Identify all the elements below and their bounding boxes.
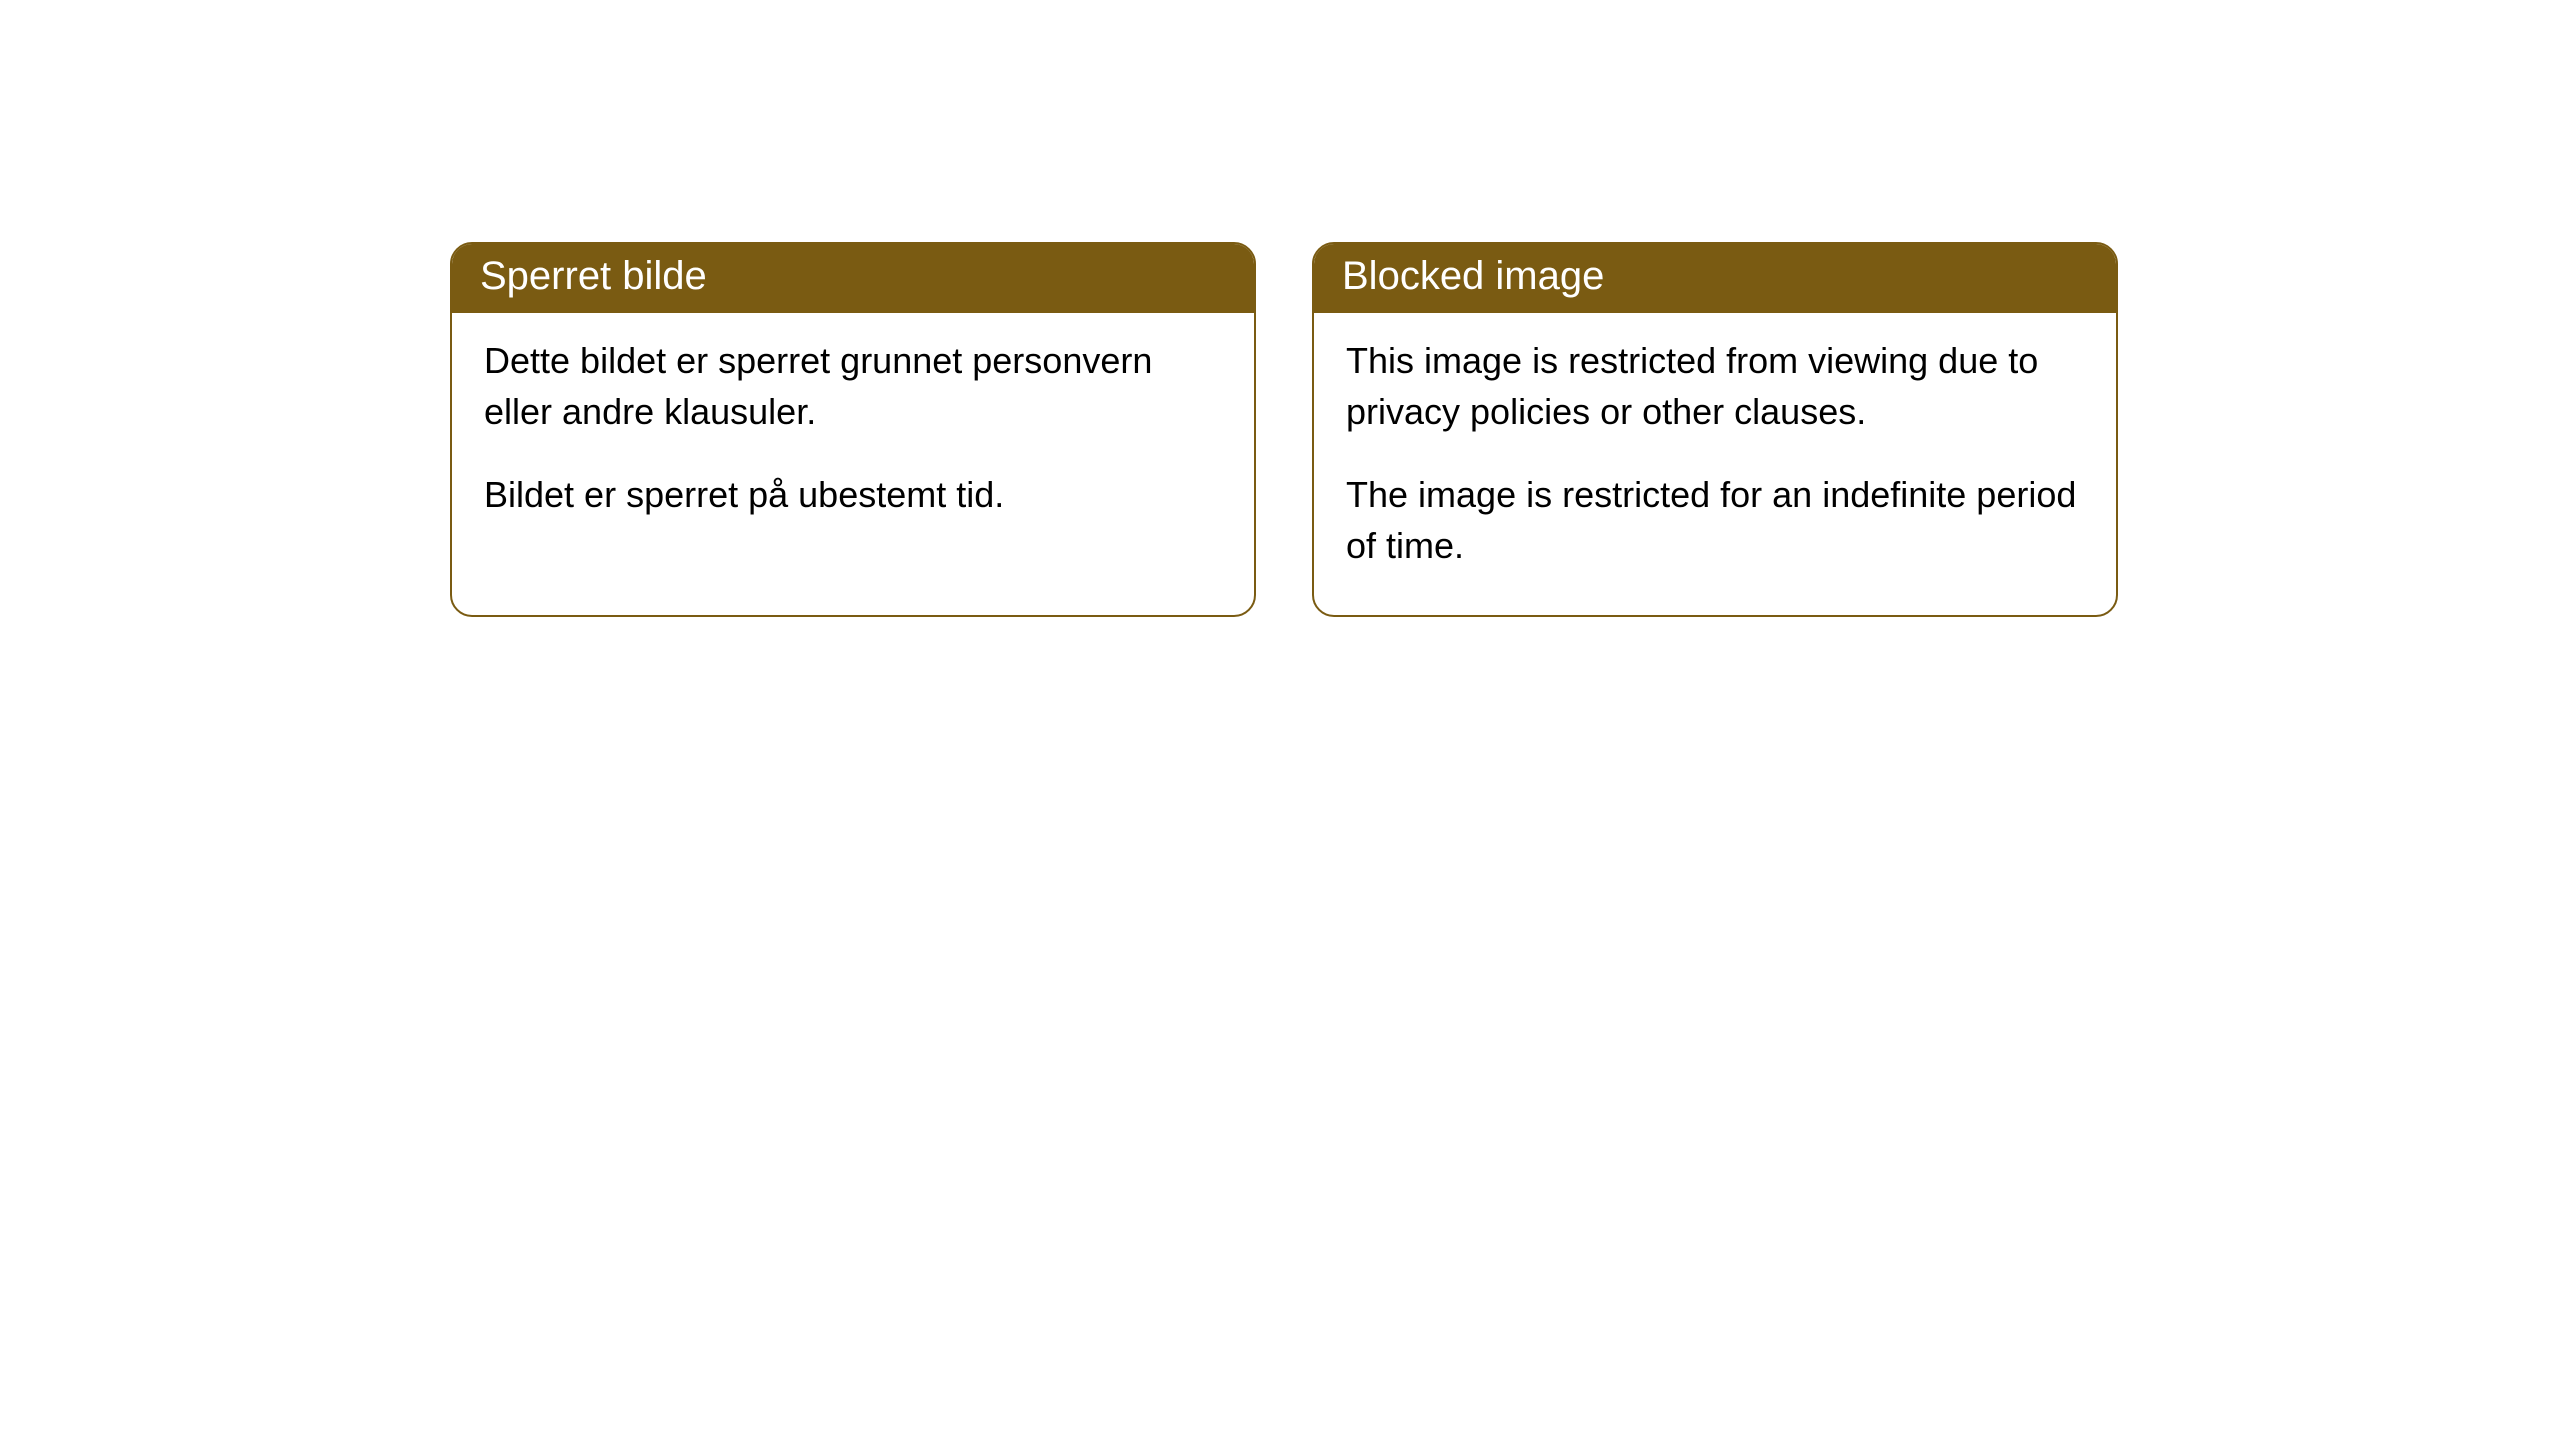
card-title-english: Blocked image <box>1342 254 1604 298</box>
card-norwegian: Sperret bilde Dette bildet er sperret gr… <box>450 242 1256 617</box>
card-title-norwegian: Sperret bilde <box>480 254 707 298</box>
card-text-norwegian-2: Bildet er sperret på ubestemt tid. <box>484 469 1222 520</box>
card-header-norwegian: Sperret bilde <box>452 244 1254 313</box>
card-body-english: This image is restricted from viewing du… <box>1314 313 2116 615</box>
card-text-english-2: The image is restricted for an indefinit… <box>1346 469 2084 571</box>
card-header-english: Blocked image <box>1314 244 2116 313</box>
card-english: Blocked image This image is restricted f… <box>1312 242 2118 617</box>
card-body-norwegian: Dette bildet er sperret grunnet personve… <box>452 313 1254 564</box>
card-text-norwegian-1: Dette bildet er sperret grunnet personve… <box>484 335 1222 437</box>
card-text-english-1: This image is restricted from viewing du… <box>1346 335 2084 437</box>
cards-container: Sperret bilde Dette bildet er sperret gr… <box>450 242 2118 617</box>
